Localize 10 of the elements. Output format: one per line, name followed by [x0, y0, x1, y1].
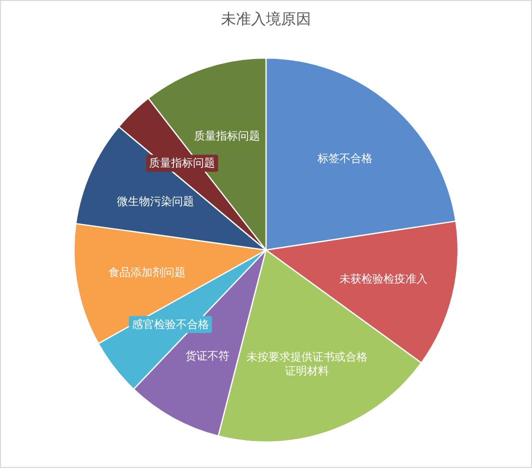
slice-label: 质量指标问题: [149, 156, 216, 170]
slice-label: 未获检验检疫准入: [340, 272, 428, 286]
slice-label: 质量指标问题: [194, 129, 260, 142]
slice-label: 食品添加剂问题: [108, 266, 186, 280]
slice-label: 未按要求提供证书或合格证明材料: [246, 350, 368, 378]
slice-label: 感官检验不合格: [132, 318, 209, 331]
slice-label: 标签不合格: [316, 152, 372, 166]
slice-label: 货证不符: [185, 350, 230, 363]
slice-label: 微生物污染问题: [116, 194, 194, 208]
chart-title: 未准入境原因: [221, 11, 311, 28]
